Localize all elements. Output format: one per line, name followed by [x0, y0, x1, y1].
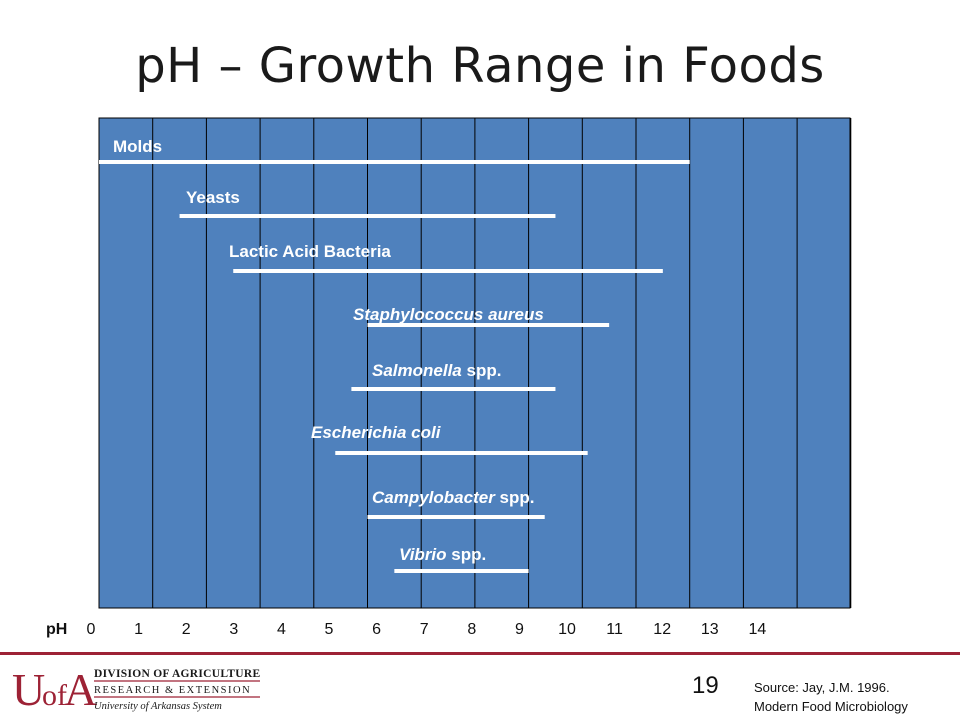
x-tick-14: 14: [749, 621, 767, 638]
ph-range-chart: Molds Yeasts Lactic Acid Bacteria Staphyloc…: [46, 117, 852, 638]
range-label-3: Staphylococcus aureus: [353, 305, 544, 324]
gridlines: [98, 117, 852, 609]
range-label-4-part-0: Salmonella: [372, 361, 462, 380]
page-number: 19: [692, 672, 719, 699]
range-label-2-part-0: Lactic Acid Bacteria: [229, 242, 391, 261]
range-label-7-part-1: spp.: [447, 545, 487, 564]
logo-mark-a: A: [64, 664, 97, 713]
slide-title: pH – Growth Range in Foods: [135, 38, 825, 94]
x-tick-11: 11: [606, 621, 623, 638]
x-tick-12: 12: [653, 621, 671, 638]
range-label-1: Yeasts: [186, 188, 240, 207]
range-label-0-part-0: Molds: [113, 137, 162, 156]
range-label-6-part-0: Campylobacter: [372, 488, 496, 507]
range-label-6: Campylobacter spp.: [372, 488, 535, 507]
x-axis-ticks: pH 0 1 2 3 4 5 6 7 8 9 10 11 12 13 14: [46, 621, 766, 638]
range-labels: Molds Yeasts Lactic Acid Bacteria Staphyloc…: [113, 137, 544, 564]
logo-line3: University of Arkansas System: [94, 701, 222, 712]
range-label-2: Lactic Acid Bacteria: [229, 242, 391, 261]
x-tick-4: 4: [277, 621, 286, 638]
range-label-6-part-1: spp.: [495, 488, 535, 507]
range-label-1-part-0: Yeasts: [186, 188, 240, 207]
source-line-1: Source: Jay, J.M. 1996.: [754, 680, 890, 695]
range-label-0: Molds: [113, 137, 162, 156]
x-tick-0: 0: [87, 621, 96, 638]
range-label-5: Escherichia coli: [311, 423, 442, 442]
range-label-3-part-0: Staphylococcus aureus: [353, 305, 544, 324]
university-logo: U of A DIVISION OF AGRICULTURE RESEARCH …: [12, 664, 260, 713]
footer-rule: [0, 652, 960, 655]
x-tick-8: 8: [467, 621, 476, 638]
logo-line2: RESEARCH & EXTENSION: [94, 685, 251, 696]
x-tick-3: 3: [229, 621, 238, 638]
plot-border: [98, 117, 851, 609]
logo-line1: DIVISION OF AGRICULTURE: [94, 668, 260, 680]
range-bars: [99, 160, 690, 573]
range-label-7: Vibrio spp.: [399, 545, 486, 564]
x-tick-5: 5: [325, 621, 334, 638]
x-tick-6: 6: [372, 621, 381, 638]
x-tick-7: 7: [420, 621, 429, 638]
source-citation: Source: Jay, J.M. 1996. Modern Food Micr…: [754, 678, 908, 716]
x-tick-9: 9: [515, 621, 524, 638]
x-tick-10: 10: [558, 621, 576, 638]
axis-prefix: pH: [46, 621, 67, 638]
range-label-4-part-1: spp.: [462, 361, 502, 380]
range-label-4: Salmonella spp.: [372, 361, 501, 380]
x-tick-2: 2: [182, 621, 191, 638]
range-label-5-part-0: Escherichia coli: [311, 423, 442, 442]
logo-mark-of: of: [42, 679, 67, 712]
source-line-2: Modern Food Microbiology: [754, 699, 908, 714]
x-tick-1: 1: [134, 621, 143, 638]
logo-mark-u: U: [12, 664, 45, 713]
range-label-7-part-0: Vibrio: [399, 545, 447, 564]
x-tick-13: 13: [701, 621, 719, 638]
